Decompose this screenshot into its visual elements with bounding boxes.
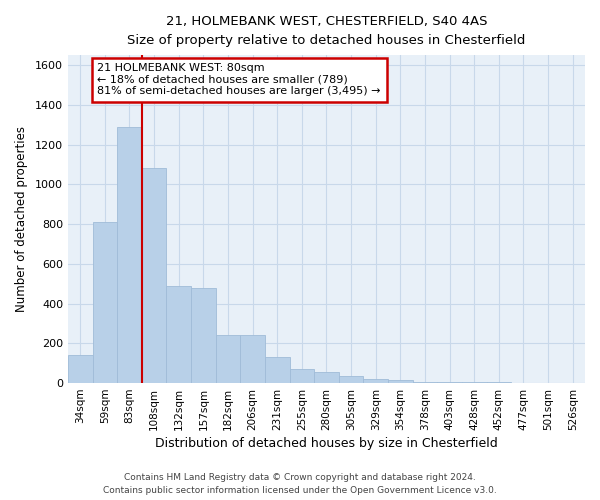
- Bar: [68, 355, 92, 383]
- Bar: [290, 369, 314, 383]
- Bar: [413, 382, 437, 383]
- Bar: [339, 376, 364, 383]
- Bar: [117, 126, 142, 383]
- Bar: [215, 336, 240, 383]
- Bar: [191, 288, 215, 383]
- Bar: [92, 222, 117, 383]
- X-axis label: Distribution of detached houses by size in Chesterfield: Distribution of detached houses by size …: [155, 437, 498, 450]
- Title: 21, HOLMEBANK WEST, CHESTERFIELD, S40 4AS
Size of property relative to detached : 21, HOLMEBANK WEST, CHESTERFIELD, S40 4A…: [127, 15, 526, 47]
- Bar: [388, 380, 413, 383]
- Bar: [265, 357, 290, 383]
- Bar: [166, 286, 191, 383]
- Bar: [364, 379, 388, 383]
- Text: 21 HOLMEBANK WEST: 80sqm
← 18% of detached houses are smaller (789)
81% of semi-: 21 HOLMEBANK WEST: 80sqm ← 18% of detach…: [97, 63, 381, 96]
- Bar: [240, 336, 265, 383]
- Bar: [437, 382, 462, 383]
- Bar: [487, 382, 511, 383]
- Bar: [142, 168, 166, 383]
- Bar: [314, 372, 339, 383]
- Bar: [462, 382, 487, 383]
- Text: Contains HM Land Registry data © Crown copyright and database right 2024.
Contai: Contains HM Land Registry data © Crown c…: [103, 474, 497, 495]
- Y-axis label: Number of detached properties: Number of detached properties: [15, 126, 28, 312]
